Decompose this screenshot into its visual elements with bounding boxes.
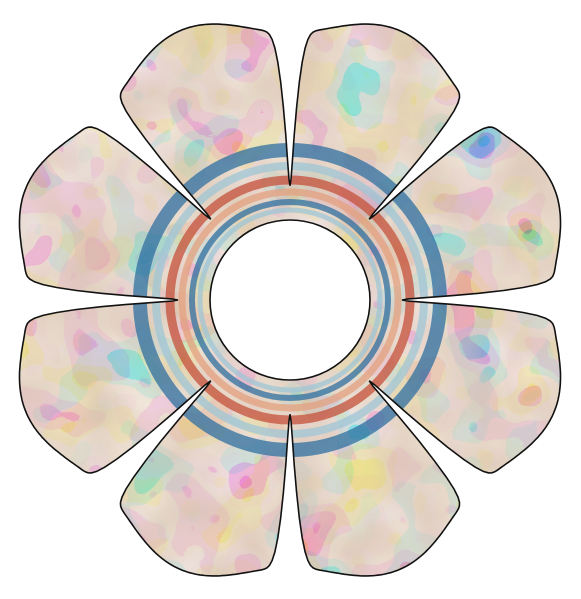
ring-3 (178, 188, 402, 412)
outer-boundary (18, 23, 562, 577)
ring-5 (197, 207, 383, 393)
central-hole (209, 219, 371, 381)
ring-4 (189, 199, 391, 401)
